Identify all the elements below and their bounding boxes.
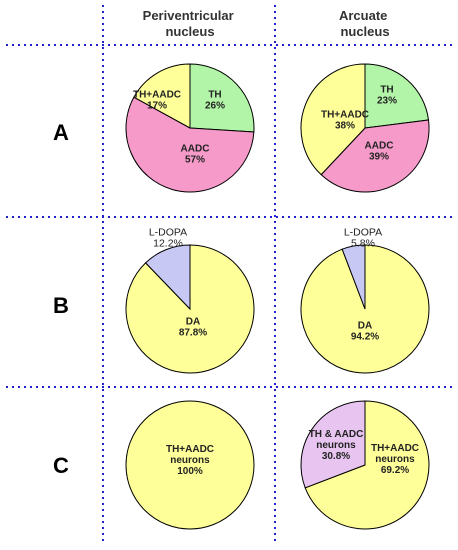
pie-b-periventricular-nucleus: DA 87.8% L-DOPA 12.2% xyxy=(125,227,255,374)
slice-label-line: 94.2% xyxy=(351,332,379,343)
slice-label-line: TH xyxy=(208,90,221,101)
slice-label-line: 57% xyxy=(185,155,205,166)
pie-slice-l-dopa xyxy=(341,244,366,310)
slice-label-th-plus-aadc: TH+AADC 17% xyxy=(133,90,181,112)
slice-label-line: 26% xyxy=(205,101,225,112)
slice-label-line: DA xyxy=(186,317,200,328)
pie-slice-l-dopa xyxy=(144,244,191,311)
slice-label-line: 39% xyxy=(369,152,389,163)
pie-slice-aadc xyxy=(125,96,255,193)
slice-label-th-and-aadc-neurons: TH & AADC neurons 30.8% xyxy=(309,429,364,462)
slice-label-da: DA 94.2% xyxy=(351,321,379,343)
slice-label-line: 23% xyxy=(377,96,397,107)
slice-label-aadc: AADC 57% xyxy=(181,144,210,166)
pie-b-arcuate-nucleus: DA 94.2% L-DOPA 5.8% xyxy=(300,227,430,374)
slice-label-line: 38% xyxy=(335,121,355,132)
column-headers: Periventricular nucleus Arcuate nucleus xyxy=(143,8,391,39)
slice-label-line: TH+AADC xyxy=(133,90,181,101)
slice-label-th: TH 26% xyxy=(205,90,225,112)
slice-label-l-dopa: L-DOPA 5.8% xyxy=(344,227,382,250)
pie-slice-th-plus-aadc xyxy=(300,63,366,176)
pie-slice-aadc xyxy=(320,119,430,193)
slice-label-line: TH+AADC xyxy=(321,110,369,121)
pie-charts: TH 26%AADC 57%TH+AADC 17%TH 23%AADC 39%TH+AAD… xyxy=(125,63,430,530)
pie-slice-th-plus-aadc-neurons xyxy=(304,400,430,530)
slice-label-line: 12.2% xyxy=(153,238,183,250)
slice-label-line: 30.8% xyxy=(322,451,350,462)
pie-slice-th xyxy=(189,63,255,133)
slice-label-line: AADC xyxy=(181,144,210,155)
pie-a-arcuate-nucleus: TH 23% AADC 39% TH+AADC 38% xyxy=(300,63,430,193)
slice-label-th: TH 23% xyxy=(377,85,397,107)
grid-lines xyxy=(6,5,454,545)
slice-label-l-dopa: L-DOPA 12.2% xyxy=(149,227,187,250)
slice-label-line: AADC xyxy=(365,141,394,152)
column-header-periventricular-line2: nucleus xyxy=(165,24,214,39)
slice-label-th-plus-aadc-neurons: TH+AADC neurons 69.2% xyxy=(371,443,419,476)
column-header-periventricular-line1: Periventricular xyxy=(143,8,234,23)
row-label-b: B xyxy=(53,293,69,318)
pie-slice-th-plus-aadc xyxy=(133,63,191,129)
slice-label-line: 69.2% xyxy=(381,465,409,476)
slice-label-line: neurons xyxy=(316,440,356,451)
column-header-periventricular: Periventricular nucleus xyxy=(143,8,238,39)
pie-a-periventricular-nucleus: TH 26% AADC 57% TH+AADC 17% xyxy=(125,63,255,193)
slice-label-line: L-DOPA xyxy=(149,227,187,239)
column-header-arcuate-line1: Arcuate xyxy=(339,8,387,23)
slice-label-line: TH+AADC xyxy=(166,444,214,455)
slice-label-line: TH+AADC xyxy=(371,443,419,454)
column-header-arcuate: Arcuate nucleus xyxy=(339,8,391,39)
pie-slice-th-and-aadc-neurons xyxy=(300,400,366,489)
slice-label-line: neurons xyxy=(170,455,210,466)
row-label-c: C xyxy=(53,453,69,478)
slice-label-line: TH & AADC xyxy=(309,429,364,440)
slice-label-th-plus-aadc-neurons: TH+AADC neurons 100% xyxy=(166,444,214,477)
slice-label-line: DA xyxy=(358,321,372,332)
slice-label-th-plus-aadc: TH+AADC 38% xyxy=(321,110,369,132)
slice-label-line: 100% xyxy=(177,466,203,477)
row-labels: A B C xyxy=(53,120,69,478)
pie-c-arcuate-nucleus: TH+AADC neurons 69.2%TH & AADC neurons 30.8% xyxy=(300,400,430,530)
pie-c-periventricular-nucleus: TH+AADC neurons 100% xyxy=(125,400,255,530)
column-header-arcuate-line2: nucleus xyxy=(340,24,389,39)
slice-label-aadc: AADC 39% xyxy=(365,141,394,163)
slice-label-line: 17% xyxy=(147,101,167,112)
slice-label-da: DA 87.8% xyxy=(179,317,207,339)
slice-label-line: 87.8% xyxy=(179,328,207,339)
row-label-a: A xyxy=(53,120,69,145)
slice-label-line: neurons xyxy=(375,454,415,465)
slice-label-line: L-DOPA xyxy=(344,227,382,239)
slice-label-line: 5.8% xyxy=(351,238,375,250)
pie-slice-th-plus-aadc-neurons xyxy=(125,400,255,530)
pie-slice-th xyxy=(364,63,430,129)
slice-label-line: TH xyxy=(380,85,393,96)
